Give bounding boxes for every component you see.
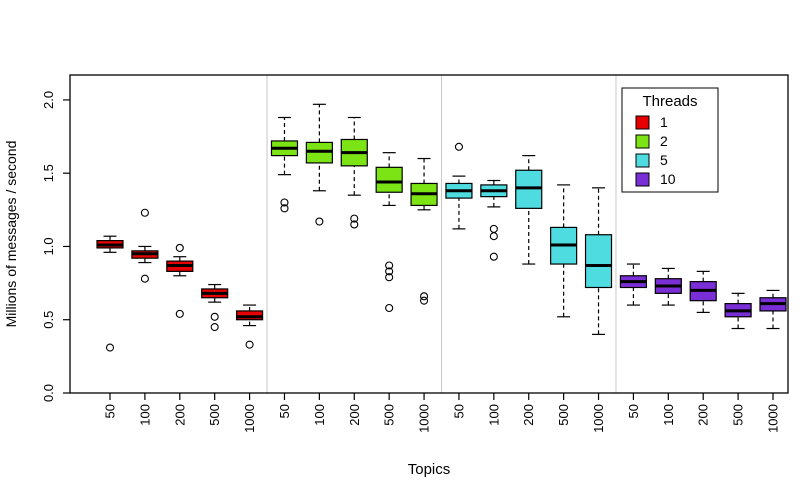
box-threads-1-topic-500-outlier (210, 312, 219, 321)
box-threads-2-topic-200-outlier (350, 214, 359, 223)
box-threads-2-topic-200-outlier (350, 220, 359, 229)
box-threads-5-topic-1000-iqr-box (584, 234, 613, 289)
box-threads-2-topic-1000-outlier (420, 292, 429, 301)
x-tick-label: 200 (521, 404, 536, 426)
x-tick-label: 200 (172, 404, 187, 426)
plot-border (69, 74, 789, 394)
x-tick-label: 1000 (417, 404, 432, 433)
x-tick-label: 200 (347, 404, 362, 426)
x-tick-label: 1000 (242, 404, 257, 433)
x-tick-label: 500 (556, 404, 571, 426)
legend-swatch-10 (635, 172, 650, 187)
y-tick-label: 0.0 (41, 384, 56, 402)
x-tick-label: 50 (277, 404, 292, 418)
x-tick-label: 500 (207, 404, 222, 426)
x-axis-title: Topics (408, 461, 451, 478)
x-tick-label: 50 (103, 404, 118, 418)
legend-swatch-1 (635, 115, 650, 130)
y-tick-label: 2.0 (41, 91, 56, 109)
box-threads-1-topic-200-outlier (175, 243, 184, 252)
legend-title: Threads (642, 93, 697, 110)
x-tick-label: 100 (137, 404, 152, 426)
legend-swatch-5 (635, 153, 650, 168)
box-threads-2-topic-50-outlier (280, 198, 289, 207)
x-tick-label: 100 (486, 404, 501, 426)
box-threads-1-topic-50-outlier (105, 343, 115, 352)
x-tick-label: 500 (382, 404, 397, 426)
box-threads-2-topic-500-iqr-box (375, 166, 403, 193)
box-threads-5-topic-100-outlier (489, 252, 498, 261)
box-threads-2-topic-500-outlier (385, 261, 394, 270)
box-threads-2-topic-100-outlier (315, 217, 324, 226)
box-threads-1-topic-500-outlier (210, 323, 219, 332)
legend-label-2: 2 (660, 133, 668, 149)
legend-label-1: 1 (660, 114, 668, 130)
box-threads-2-topic-1000-outlier (420, 296, 429, 305)
x-tick-label: 200 (696, 404, 711, 426)
x-tick-label: 50 (626, 404, 641, 418)
y-tick-label: 0.5 (41, 311, 56, 329)
box-threads-5-topic-100-outlier (489, 232, 498, 241)
legend-label-10: 10 (660, 171, 676, 187)
x-tick-label: 100 (312, 404, 327, 426)
x-tick-label: 50 (451, 404, 466, 418)
y-axis-title: Millions of messages / second (3, 141, 19, 328)
legend-label-5: 5 (660, 152, 668, 168)
legend-swatch-2 (635, 134, 650, 149)
box-threads-2-topic-500-outlier (385, 303, 394, 313)
box-threads-2-topic-500-outlier (385, 273, 394, 282)
box-threads-2-topic-50-outlier (280, 204, 289, 213)
x-tick-label: 100 (661, 404, 676, 426)
x-tick-label: 1000 (766, 404, 781, 433)
y-tick-label: 1.5 (41, 164, 56, 182)
box-threads-1-topic-100-outlier (140, 274, 149, 283)
box-threads-1-topic-100-outlier (140, 208, 149, 217)
x-tick-label: 1000 (591, 404, 606, 433)
y-tick-label: 1.0 (41, 237, 56, 255)
x-tick-label: 500 (731, 404, 746, 426)
box-threads-1-topic-200-outlier (175, 309, 184, 318)
box-threads-5-topic-50-outlier (454, 142, 463, 151)
box-threads-2-topic-500-outlier (385, 267, 394, 276)
box-threads-1-topic-1000-outlier (245, 340, 254, 349)
